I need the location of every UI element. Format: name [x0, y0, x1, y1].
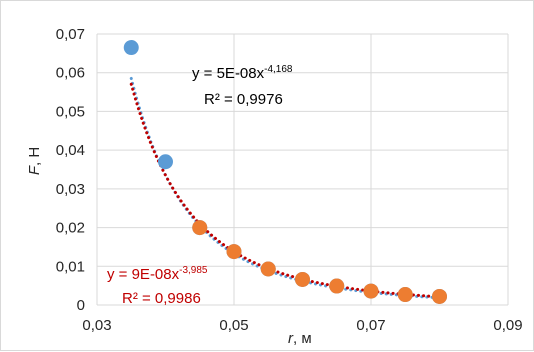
y-axis-label: F, Н — [26, 147, 43, 175]
data-points — [123, 40, 447, 304]
y-tick-label: 0 — [77, 297, 85, 314]
x-tick-label: 0,07 — [356, 317, 385, 334]
data-point-series-2 — [329, 278, 345, 294]
data-point-series-2 — [192, 220, 208, 236]
blue-trendline-equation: y = 5E-08x-4,168 — [192, 64, 293, 82]
x-tick-labels: 0,03 0,05 0,07 0,09 — [82, 317, 522, 334]
y-tick-label: 0,05 — [56, 103, 85, 120]
y-tick-label: 0,01 — [56, 258, 85, 275]
data-point-series-2 — [363, 283, 379, 299]
red-trendline-r2: R² = 0,9986 — [122, 290, 201, 307]
data-point-series-1 — [123, 40, 139, 56]
y-tick-label: 0,02 — [56, 220, 85, 237]
data-point-series-2 — [260, 261, 276, 277]
data-point-series-2 — [295, 271, 310, 287]
trendline-series-1 — [129, 76, 441, 300]
x-axis-label: r, м — [288, 330, 312, 347]
trendline-series-2 — [129, 82, 441, 299]
x-tick-label: 0,09 — [493, 317, 522, 334]
data-point-series-2 — [397, 287, 413, 303]
red-trendline-equation: y = 9E-08x-3,985 — [107, 265, 208, 283]
blue-trendline-r2: R² = 0,9976 — [204, 91, 283, 108]
y-tick-labels: 0 0,01 0,02 0,03 0,04 0,05 0,06 0,07 — [56, 26, 85, 314]
data-point-series-1 — [158, 154, 173, 170]
x-tick-label: 0,05 — [219, 317, 248, 334]
y-tick-label: 0,07 — [56, 26, 85, 43]
data-point-series-2 — [226, 244, 242, 260]
y-tick-label: 0,04 — [56, 142, 85, 159]
x-tick-label: 0,03 — [82, 317, 111, 334]
data-point-series-2 — [432, 288, 447, 304]
y-tick-label: 0,03 — [56, 181, 85, 198]
gridlines — [96, 33, 509, 306]
trendlines — [129, 76, 441, 300]
y-tick-label: 0,06 — [56, 65, 85, 82]
